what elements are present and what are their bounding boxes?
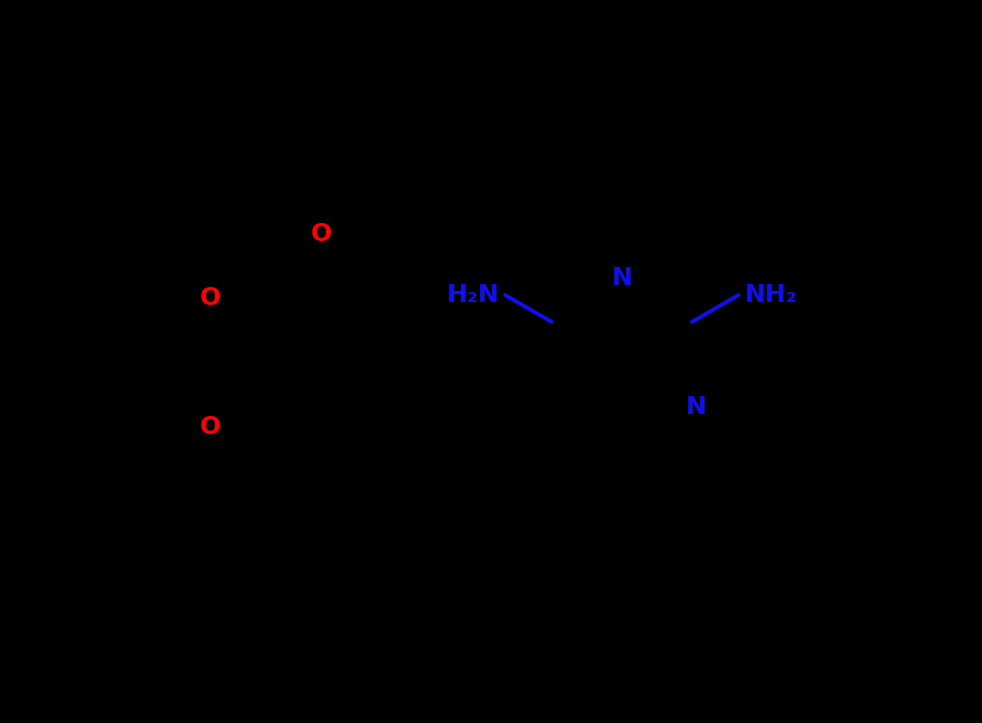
- Text: O: O: [199, 415, 221, 439]
- Text: CD₃: CD₃: [300, 169, 343, 189]
- Text: N: N: [685, 395, 706, 419]
- Text: O: O: [311, 222, 332, 246]
- Text: N: N: [612, 266, 632, 290]
- Text: NH₂: NH₂: [744, 283, 797, 307]
- Text: H₂N: H₂N: [447, 283, 499, 307]
- Text: CD₃: CD₃: [142, 444, 184, 464]
- Text: CD₃: CD₃: [142, 261, 184, 281]
- Text: O: O: [199, 286, 221, 310]
